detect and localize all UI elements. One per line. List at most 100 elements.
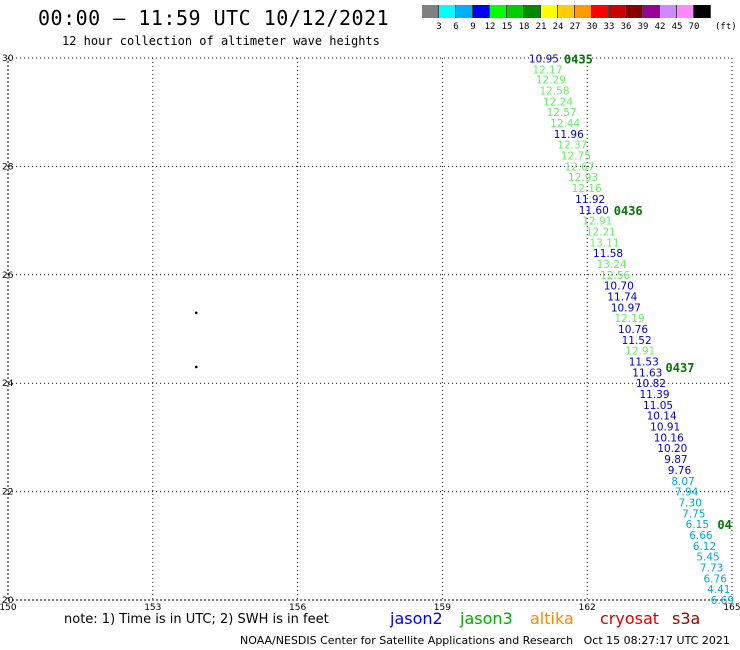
wave-height-label: 10.95 (529, 54, 559, 66)
wave-height-label: 11.53 (629, 357, 659, 369)
legend-swatch (609, 5, 626, 18)
wave-height-label: 12.16 (572, 183, 602, 195)
legend-swatch (677, 5, 694, 18)
legend-label: 33 (603, 22, 615, 32)
wave-height-label: 11.96 (554, 129, 584, 141)
wave-height-label: 10.76 (618, 324, 648, 336)
wave-height-label: 7.30 (679, 497, 702, 509)
wave-height-label: 11.92 (575, 194, 605, 206)
legend-swatch (456, 5, 473, 18)
wave-height-label: 12.44 (550, 118, 580, 130)
lat-tick-label: 22 (2, 488, 13, 498)
legend-swatch (439, 5, 456, 18)
legend-swatch (694, 5, 711, 18)
wave-height-label: 12.24 (543, 96, 573, 108)
wave-height-label: 12.37 (557, 140, 587, 152)
wave-height-label: 10.16 (654, 432, 684, 444)
legend-swatch (626, 5, 643, 18)
wave-height-label: 12.67 (564, 161, 594, 173)
time-label: 0437 (666, 361, 695, 375)
lat-tick-label: 26 (2, 271, 14, 281)
legend-label: 70 (688, 22, 700, 32)
legend-label: 45 (671, 22, 683, 32)
legend-swatch (592, 5, 609, 18)
wave-height-label: 7.73 (700, 562, 723, 574)
satellite-jason2: jason2 (390, 609, 443, 628)
legend-label: 27 (569, 22, 581, 32)
wave-height-label: 9.87 (664, 454, 687, 466)
legend-swatch (524, 5, 541, 18)
wave-height-label: 10.82 (636, 378, 666, 390)
legend-label: 12 (484, 22, 496, 32)
wave-height-label: 12.19 (614, 313, 644, 325)
wave-height-label: 13.11 (589, 237, 619, 249)
legend-swatch (541, 5, 558, 18)
satellite-jason3: jason3 (460, 609, 513, 628)
legend-swatch (558, 5, 575, 18)
credit-line: NOAA/NESDIS Center for Satellite Applica… (240, 634, 730, 647)
legend-label: 39 (637, 22, 649, 32)
wave-height-label: 10.97 (611, 302, 641, 314)
wave-height-label: 6.15 (686, 519, 709, 531)
satellite-s3a: s3a (672, 609, 701, 628)
wave-height-label: 13.24 (597, 259, 627, 271)
lon-tick-label: 162 (579, 603, 596, 613)
legend-swatch (660, 5, 677, 18)
lat-tick-label: 30 (2, 54, 14, 64)
wave-height-label: 11.39 (639, 389, 669, 401)
wave-height-label: 5.45 (696, 552, 719, 564)
wave-height-label: 9.76 (668, 465, 692, 477)
wave-height-label: 12.21 (586, 226, 616, 238)
wave-height-label: 12.58 (539, 86, 569, 98)
wave-height-label: 10.70 (604, 281, 634, 293)
lon-tick-label: 153 (144, 603, 161, 613)
wave-height-label: 8.07 (671, 476, 694, 488)
wave-height-label: 10.91 (650, 422, 680, 434)
legend-label: 3 (436, 22, 442, 32)
lon-tick-label: 165 (723, 603, 740, 613)
wave-height-label: 12.75 (561, 151, 591, 163)
lat-tick-label: 28 (2, 162, 14, 172)
legend-swatch (422, 5, 439, 18)
legend-unit: (ft) (715, 22, 737, 32)
wave-height-label: 11.74 (607, 291, 637, 303)
legend-label: 6 (453, 22, 459, 32)
time-label: 0435 (564, 53, 593, 67)
wave-height-label: 11.60 (579, 205, 609, 217)
island-dot (194, 365, 198, 369)
legend-swatch (507, 5, 524, 18)
wave-height-label: 12.91 (625, 346, 655, 358)
satellite-cryosat: cryosat (600, 609, 660, 628)
wave-height-label: 6.76 (704, 573, 728, 585)
legend-label: 18 (518, 22, 530, 32)
legend-label: 30 (586, 22, 598, 32)
map-frame (7, 57, 733, 601)
wave-height-label: 11.58 (593, 248, 623, 260)
wave-height-label: 12.29 (536, 75, 566, 87)
legend-swatch (473, 5, 490, 18)
legend-label: 36 (620, 22, 632, 32)
lat-tick-label: 24 (2, 379, 14, 389)
map-subtitle: 12 hour collection of altimeter wave hei… (62, 34, 380, 48)
wave-height-label: 6.69 (711, 595, 734, 607)
island-dot (194, 311, 198, 315)
lon-tick-label: 159 (434, 603, 451, 613)
wave-height-label: 12.91 (582, 216, 612, 228)
wave-height-label: 4.41 (707, 584, 730, 596)
legend-label: 15 (501, 22, 513, 32)
time-label: 0436 (614, 204, 643, 218)
wave-height-label: 12.56 (600, 270, 630, 282)
legend-swatch (643, 5, 660, 18)
satellite-altika: altika (530, 609, 574, 628)
wave-height-label: 11.05 (643, 400, 673, 412)
wave-height-label: 10.14 (647, 411, 677, 423)
legend-label: 42 (654, 22, 666, 32)
wave-height-label: 12.57 (547, 107, 577, 119)
wave-height-label: 11.63 (632, 367, 662, 379)
wave-height-label: 6.66 (689, 530, 713, 542)
legend-swatch (575, 5, 592, 18)
wave-height-label: 12.93 (568, 172, 598, 184)
wave-height-label: 7.75 (682, 508, 705, 520)
